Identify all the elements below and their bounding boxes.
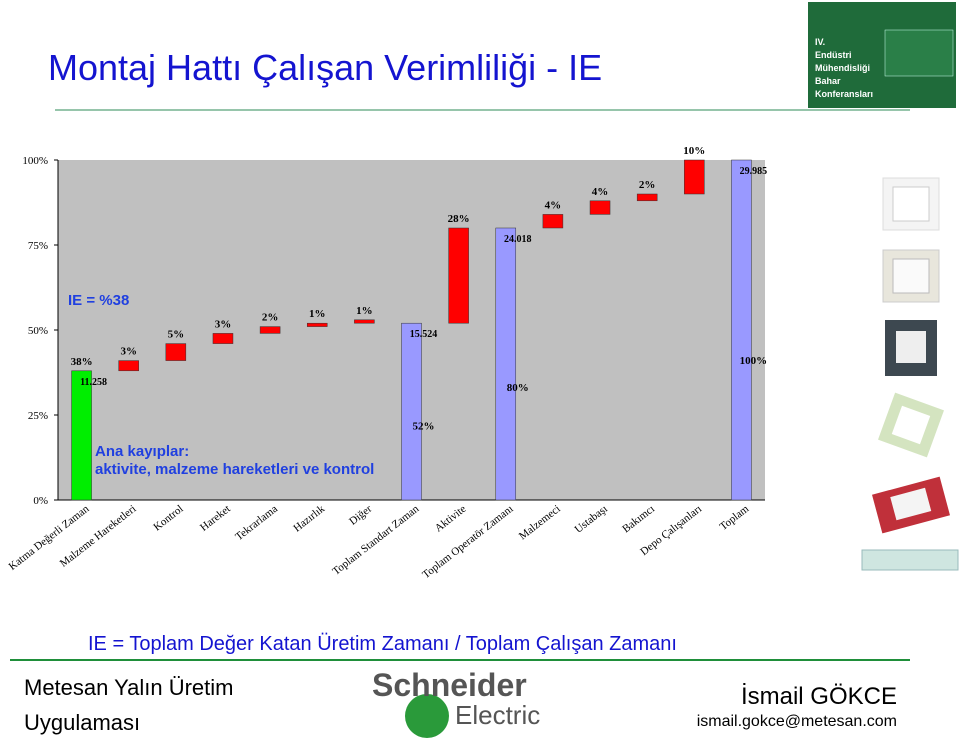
data-label: 4% (545, 199, 562, 211)
data-label: 38% (71, 356, 93, 368)
slide-title: Montaj Hattı Çalışan Verimliliği - IE (48, 47, 602, 88)
company-logo: Schneider (372, 667, 527, 703)
bar (165, 343, 187, 361)
bar (542, 214, 564, 229)
data-label: 1% (309, 308, 326, 320)
bar (259, 326, 281, 334)
logo-text: IV. Endüstri Mühendisliği Bahar Konferan… (815, 37, 873, 99)
logo-line: Endüstri (815, 50, 852, 60)
logo-emblem (884, 29, 954, 77)
x-tick-label: Diğer (347, 503, 374, 528)
switch-image (892, 186, 930, 222)
x-tick-label: Tekrarlama (233, 503, 280, 543)
switch-image (891, 405, 931, 445)
data-label: 5% (168, 329, 185, 341)
bar (448, 227, 469, 324)
data-label: 2% (262, 312, 279, 324)
bar (636, 193, 658, 202)
x-tick-label: Ustabaşı (573, 503, 610, 536)
switch-image (892, 258, 930, 294)
formula: IE = Toplam Değer Katan Üretim Zamanı / … (88, 633, 677, 655)
y-tick-label: 25% (28, 410, 48, 422)
x-tick-label: Aktivite (433, 503, 469, 535)
data-label: 52% (413, 420, 435, 432)
author-email: ismail.gokce@metesan.com (697, 713, 897, 730)
x-tick-label: Malzemeci (517, 503, 563, 543)
y-tick-label: 50% (28, 325, 48, 337)
bar (401, 322, 422, 501)
logo-line: Mühendisliği (815, 63, 870, 73)
y-tick-label: 75% (28, 240, 48, 252)
time-label: 29.985 (740, 166, 768, 177)
x-tick-label: Bakımcı (620, 503, 657, 535)
data-label: 3% (120, 346, 137, 358)
switch-image (861, 549, 959, 571)
time-label: 24.018 (504, 234, 532, 245)
logo-line: Konferansları (815, 89, 873, 99)
x-tick-label: Katma Değerli Zaman (7, 503, 92, 573)
x-tick-label: Toplam Operatör Zamanı (420, 503, 515, 581)
x-tick-label: Hazırlık (291, 503, 327, 535)
data-label: 2% (639, 179, 656, 191)
switch-image (896, 331, 926, 363)
bar (306, 322, 328, 327)
y-tick-label: 0% (33, 495, 48, 507)
logo-line: IV. (815, 37, 825, 47)
logo-emblem (405, 694, 449, 738)
annotation: aktivite, malzeme hareketleri ve kontrol (95, 461, 374, 478)
data-label: 3% (215, 318, 232, 330)
bar (212, 333, 234, 344)
time-label: 11.258 (80, 377, 107, 388)
data-label: 80% (507, 382, 529, 394)
footer-text: Uygulaması (24, 710, 140, 735)
logo-line: Bahar (815, 76, 841, 86)
annotation: Ana kayıplar: (95, 443, 189, 460)
footer-text: Metesan Yalın Üretim (24, 675, 234, 700)
x-tick-label: Toplam Standart Zaman (330, 503, 421, 578)
bar (589, 200, 611, 215)
data-label: 4% (592, 186, 609, 198)
data-label: 10% (683, 145, 705, 157)
data-label: 1% (356, 305, 373, 317)
bar (684, 159, 705, 195)
author-name: İsmail GÖKCE (741, 683, 897, 710)
x-tick-label: Toplam (718, 503, 752, 533)
product-images (861, 177, 959, 571)
data-label: 100% (740, 355, 768, 367)
x-tick-label: Hareket (198, 503, 233, 534)
x-tick-label: Kontrol (151, 503, 185, 534)
bar (118, 360, 139, 372)
bar (71, 370, 92, 501)
company-logo: Electric (455, 700, 540, 730)
time-label: 15.524 (410, 329, 438, 340)
bar (731, 159, 752, 501)
bar (495, 227, 517, 501)
bar (354, 319, 375, 324)
y-tick-label: 100% (22, 155, 48, 167)
annotation: IE = %38 (68, 292, 129, 309)
data-label: 28% (448, 213, 470, 225)
switch-image (890, 487, 932, 521)
